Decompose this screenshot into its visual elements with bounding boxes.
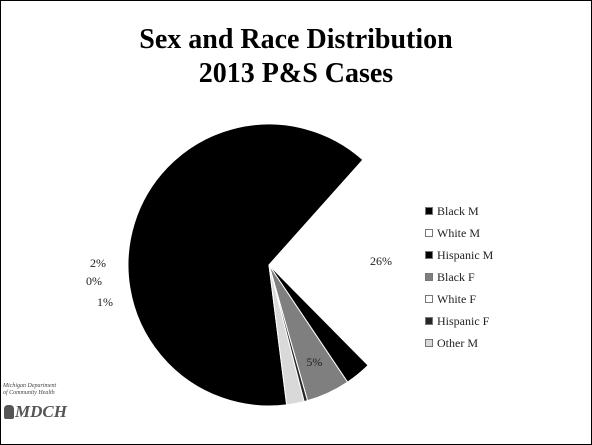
legend-swatch-white-f xyxy=(425,295,433,303)
chart-title: Sex and Race Distribution xyxy=(139,24,453,55)
logo-line-2: of Community Health xyxy=(3,390,55,396)
legend-item-hispanic-m: Hispanic M xyxy=(425,244,493,266)
chart-subtitle: 2013 P&S Cases xyxy=(198,58,394,89)
data-label-hispanic-f: 0% xyxy=(86,274,102,288)
legend-item-hispanic-f: Hispanic F xyxy=(425,310,493,332)
legend-swatch-white-m xyxy=(425,229,433,237)
legend-label-hispanic-m: Hispanic M xyxy=(437,247,494,262)
legend-item-white-f: White F xyxy=(425,288,493,310)
legend-swatch-black-f xyxy=(425,273,433,281)
legend-label-black-f: Black F xyxy=(437,269,475,284)
chart-legend: Black M White M Hispanic M Black F White F Hi… xyxy=(425,200,493,354)
logo-mark: MDCH xyxy=(3,402,73,422)
data-label-white-f: 1% xyxy=(97,295,113,309)
pie-data-labels: 26% 5% 1% 0% 2% xyxy=(86,254,392,369)
legend-label-white-m: White M xyxy=(437,225,480,240)
legend-swatch-other-m xyxy=(425,339,433,347)
legend-swatch-hispanic-m xyxy=(425,251,433,259)
legend-label-hispanic-f: Hispanic F xyxy=(437,313,490,328)
legend-label-other-m: Other M xyxy=(437,335,478,350)
logo-line-1: Michigan Department xyxy=(3,383,57,389)
logo-mark-text: MDCH xyxy=(15,402,67,421)
legend-label-white-f: White F xyxy=(437,291,476,306)
mdch-logo: Michigan Department of Community Health … xyxy=(3,383,73,443)
michigan-mitten-icon xyxy=(4,405,14,419)
pie-slice-black-m xyxy=(127,123,364,407)
legend-item-black-m: Black M xyxy=(425,200,493,222)
legend-swatch-hispanic-f xyxy=(425,317,433,325)
pie-slice-other-m xyxy=(268,264,305,406)
legend-label-black-m: Black M xyxy=(437,203,479,218)
legend-item-black-f: Black F xyxy=(425,266,493,288)
data-label-white-m: 26% xyxy=(370,254,392,268)
data-label-black-f: 5% xyxy=(306,355,322,369)
pie-slices xyxy=(127,123,411,407)
chart-title-block: Sex and Race Distribution 2013 P&S Cases xyxy=(1,23,591,91)
legend-item-other-m: Other M xyxy=(425,332,493,354)
legend-swatch-black-m xyxy=(425,207,433,215)
data-label-other-m: 2% xyxy=(90,256,106,270)
legend-item-white-m: White M xyxy=(425,222,493,244)
pie-slice-white-m xyxy=(268,159,411,367)
